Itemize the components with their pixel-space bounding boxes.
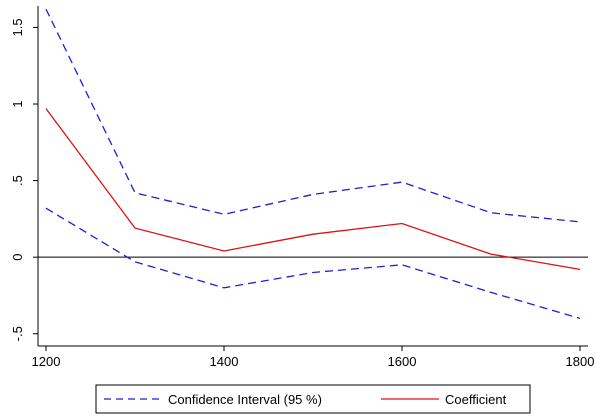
legend-box	[95, 384, 531, 414]
ci-lower-line	[45, 207, 581, 320]
ci-upper-line	[45, 8, 581, 223]
y-tick-label: 1.5	[10, 18, 25, 36]
y-axis-ticks: -.5 0 .5 1 1.5	[10, 18, 38, 341]
y-tick-label: .5	[10, 175, 25, 186]
x-tick-label: 1800	[566, 354, 595, 369]
legend: Confidence Interval (95 %) Coefficient	[95, 384, 531, 414]
plot-area: 1200 1400 1600 1800 -.5 0 .5 1 1.5	[10, 6, 594, 369]
x-tick-label: 1400	[210, 354, 239, 369]
y-tick-label: 1	[10, 100, 25, 107]
y-tick-label: 0	[10, 254, 25, 261]
series-layer	[45, 8, 581, 320]
x-tick-label: 1600	[388, 354, 417, 369]
x-axis-ticks: 1200 1400 1600 1800	[32, 346, 595, 369]
x-tick-label: 1200	[32, 354, 61, 369]
coefficient-line	[45, 108, 581, 271]
legend-label-ci: Confidence Interval (95 %)	[168, 392, 322, 407]
legend-label-coefficient: Coefficient	[445, 392, 507, 407]
y-tick-label: -.5	[10, 326, 25, 341]
